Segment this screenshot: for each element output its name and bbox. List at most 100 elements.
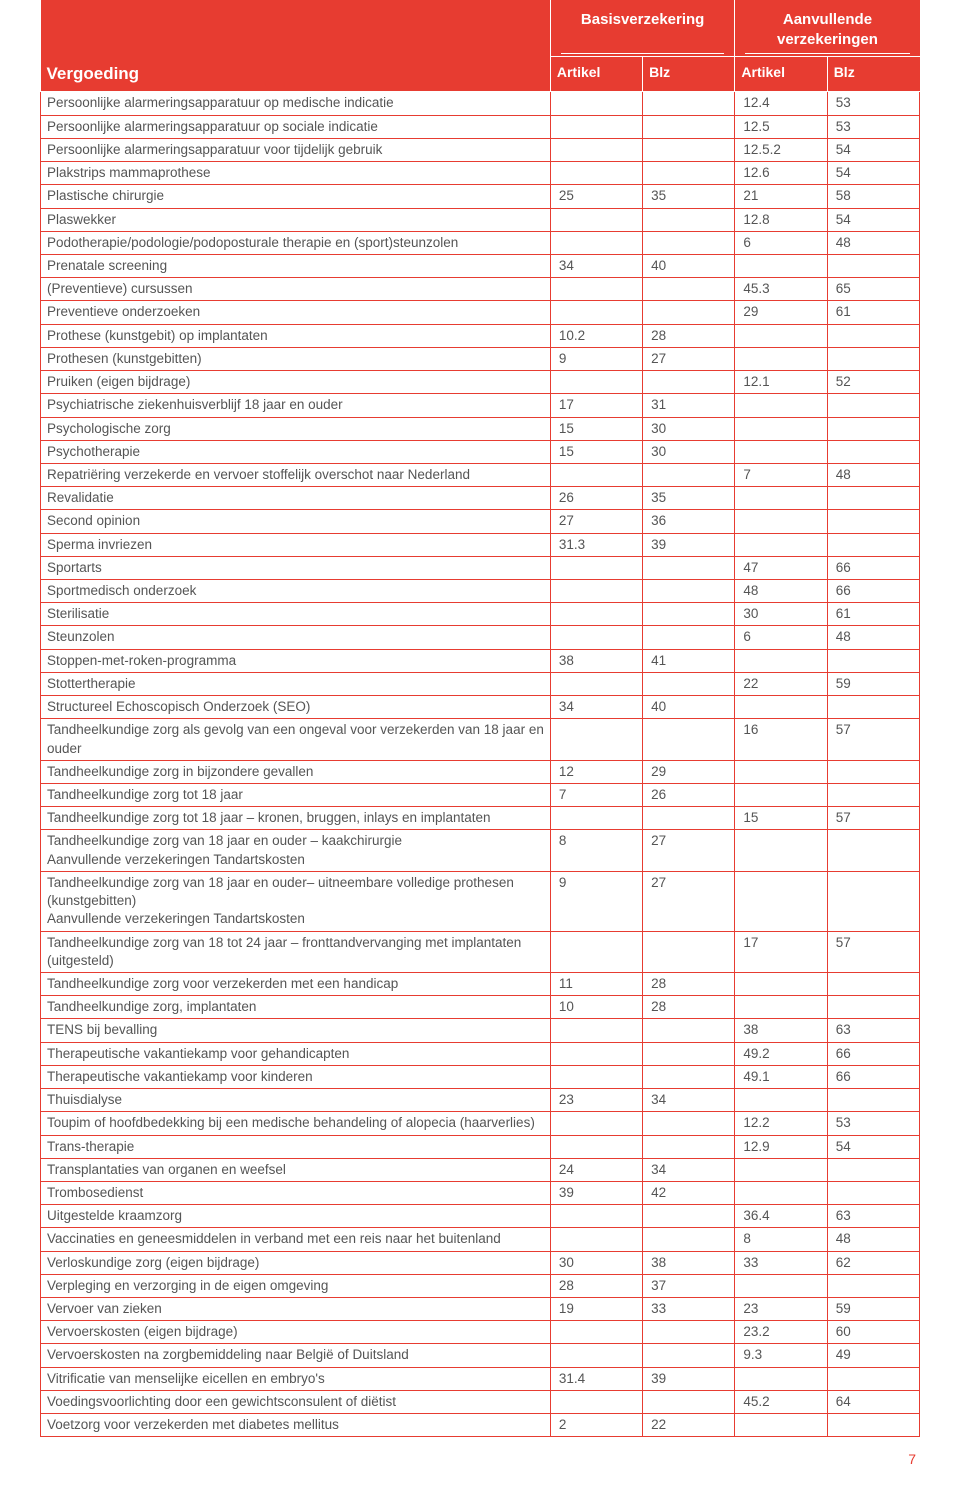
cell-a2: 30 (735, 603, 827, 626)
cell-b2: 59 (827, 1298, 919, 1321)
cell-a2 (735, 440, 827, 463)
table-row: Voedingsvoorlichting door een gewichtsco… (41, 1390, 920, 1413)
cell-a2 (735, 394, 827, 417)
table-row: Sterilisatie3061 (41, 603, 920, 626)
cell-b1: 34 (643, 1089, 735, 1112)
cell-a1: 10.2 (550, 324, 642, 347)
coverage-table: Basisverzekering Aanvullende verzekering… (40, 0, 920, 1437)
cell-b2: 66 (827, 1042, 919, 1065)
cell-description: Structureel Echoscopisch Onderzoek (SEO) (41, 696, 551, 719)
table-row: Therapeutische vakantiekamp voor kindere… (41, 1065, 920, 1088)
table-row: Verloskundige zorg (eigen bijdrage)30383… (41, 1251, 920, 1274)
cell-b1 (643, 138, 735, 161)
cell-b2: 52 (827, 371, 919, 394)
cell-a1: 25 (550, 185, 642, 208)
cell-b1: 38 (643, 1251, 735, 1274)
cell-b2: 49 (827, 1344, 919, 1367)
cell-b1 (643, 301, 735, 324)
cell-a1 (550, 162, 642, 185)
cell-b1 (643, 231, 735, 254)
table-row: Preventieve onderzoeken2961 (41, 301, 920, 324)
cell-description: (Preventieve) cursussen (41, 278, 551, 301)
table-row: Steunzolen648 (41, 626, 920, 649)
cell-b1 (643, 1228, 735, 1251)
cell-b2 (827, 487, 919, 510)
cell-a1 (550, 931, 642, 972)
cell-description: Sportarts (41, 556, 551, 579)
cell-a1 (550, 208, 642, 231)
cell-a1 (550, 371, 642, 394)
cell-a1 (550, 1135, 642, 1158)
cell-description: Prothesen (kunstgebitten) (41, 347, 551, 370)
cell-a2: 48 (735, 580, 827, 603)
cell-description: Sportmedisch onderzoek (41, 580, 551, 603)
cell-b1 (643, 278, 735, 301)
cell-description: Tandheelkundige zorg van 18 jaar en oude… (41, 871, 551, 931)
table-row: Plaswekker12.854 (41, 208, 920, 231)
cell-description: Voetzorg voor verzekerden met diabetes m… (41, 1414, 551, 1437)
cell-b2 (827, 830, 919, 871)
cell-b2: 57 (827, 807, 919, 830)
cell-b2: 64 (827, 1390, 919, 1413)
cell-a2 (735, 1158, 827, 1181)
cell-description: Uitgestelde kraamzorg (41, 1205, 551, 1228)
cell-a1 (550, 603, 642, 626)
cell-description: Prothese (kunstgebit) op implantaten (41, 324, 551, 347)
table-row: Vervoer van zieken19332359 (41, 1298, 920, 1321)
table-row: Uitgestelde kraamzorg36.463 (41, 1205, 920, 1228)
cell-a1: 15 (550, 417, 642, 440)
cell-a2: 23.2 (735, 1321, 827, 1344)
cell-description: Sterilisatie (41, 603, 551, 626)
cell-b1 (643, 1065, 735, 1088)
cell-a2: 12.6 (735, 162, 827, 185)
cell-b2: 65 (827, 278, 919, 301)
cell-b1: 37 (643, 1274, 735, 1297)
cell-a2 (735, 1274, 827, 1297)
cell-description: Verloskundige zorg (eigen bijdrage) (41, 1251, 551, 1274)
cell-b2 (827, 1274, 919, 1297)
cell-b1: 27 (643, 830, 735, 871)
cell-a1 (550, 626, 642, 649)
cell-a1: 34 (550, 254, 642, 277)
cell-b2 (827, 1414, 919, 1437)
cell-a2: 49.1 (735, 1065, 827, 1088)
cell-a2 (735, 871, 827, 931)
cell-description: Tandheelkundige zorg tot 18 jaar (41, 784, 551, 807)
cell-b1 (643, 1344, 735, 1367)
table-row: Vaccinaties en geneesmiddelen in verband… (41, 1228, 920, 1251)
cell-b2: 54 (827, 208, 919, 231)
cell-b1: 27 (643, 347, 735, 370)
cell-a2 (735, 972, 827, 995)
cell-a2: 12.5.2 (735, 138, 827, 161)
table-row: Therapeutische vakantiekamp voor gehandi… (41, 1042, 920, 1065)
cell-a2: 12.1 (735, 371, 827, 394)
cell-description: Stoppen-met-roken-programma (41, 649, 551, 672)
cell-a2: 49.2 (735, 1042, 827, 1065)
cell-b2 (827, 1367, 919, 1390)
cell-description: Revalidatie (41, 487, 551, 510)
cell-b2: 61 (827, 301, 919, 324)
cell-a2 (735, 510, 827, 533)
cell-a1: 19 (550, 1298, 642, 1321)
cell-b2: 54 (827, 162, 919, 185)
cell-b2 (827, 871, 919, 931)
cell-b2: 53 (827, 1112, 919, 1135)
header-group-basis: Basisverzekering (550, 0, 735, 53)
table-row: Toupim of hoofdbedekking bij een medisch… (41, 1112, 920, 1135)
cell-a2 (735, 830, 827, 871)
cell-b1 (643, 371, 735, 394)
table-row: Structureel Echoscopisch Onderzoek (SEO)… (41, 696, 920, 719)
cell-a1 (550, 1228, 642, 1251)
cell-a2: 15 (735, 807, 827, 830)
table-row: Pruiken (eigen bijdrage)12.152 (41, 371, 920, 394)
cell-b2 (827, 972, 919, 995)
cell-description: Vitrificatie van menselijke eicellen en … (41, 1367, 551, 1390)
cell-b2: 66 (827, 556, 919, 579)
cell-b2: 53 (827, 92, 919, 115)
table-row: Tandheelkundige zorg voor verzekerden me… (41, 972, 920, 995)
cell-description: Trombosedienst (41, 1181, 551, 1204)
cell-a1: 28 (550, 1274, 642, 1297)
cell-a1: 10 (550, 996, 642, 1019)
cell-description: Prenatale screening (41, 254, 551, 277)
cell-description: Psychiatrische ziekenhuisverblijf 18 jaa… (41, 394, 551, 417)
